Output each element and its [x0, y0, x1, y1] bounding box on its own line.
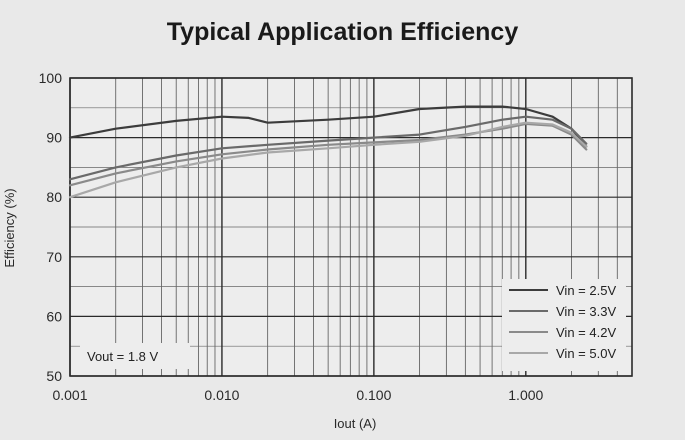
y-tick-label: 80: [46, 189, 62, 205]
legend-label-4: Vin = 5.0V: [556, 346, 616, 361]
x-tick-labels: 0.001 0.010 0.100 1.000: [52, 387, 543, 403]
chart-title: Typical Application Efficiency: [166, 18, 519, 46]
x-tick-label: 0.100: [356, 387, 391, 403]
x-axis-label: Iout (A): [334, 416, 377, 431]
vout-annotation: Vout = 1.8 V: [87, 349, 159, 364]
legend: Vin = 2.5V Vin = 3.3V Vin = 4.2V Vin = 5.0V: [502, 279, 626, 371]
legend-label-2: Vin = 3.3V: [556, 304, 616, 319]
x-tick-label: 0.010: [204, 387, 239, 403]
y-tick-labels: 50 60 70 80 90 100: [39, 70, 63, 384]
series-lines: [68, 105, 588, 199]
y-tick-label: 60: [46, 308, 62, 324]
x-tick-label: 1.000: [508, 387, 543, 403]
plot-frame: [69, 77, 633, 377]
series-line-1: [68, 105, 588, 148]
x-tick-label: 0.001: [52, 387, 87, 403]
y-tick-label: 50: [46, 368, 62, 384]
annotation-box: [80, 343, 190, 369]
y-tick-label: 100: [39, 70, 63, 86]
series-line-4: [68, 121, 588, 199]
legend-background: [502, 279, 626, 371]
y-tick-label: 90: [46, 130, 62, 146]
y-tick-label: 70: [46, 249, 62, 265]
grid-minor: [70, 78, 633, 376]
legend-label-3: Vin = 4.2V: [556, 325, 616, 340]
series-line-2: [68, 115, 588, 181]
y-axis-label: Efficiency (%): [2, 188, 17, 267]
series-line-3: [68, 122, 588, 187]
legend-label-1: Vin = 2.5V: [556, 283, 616, 298]
